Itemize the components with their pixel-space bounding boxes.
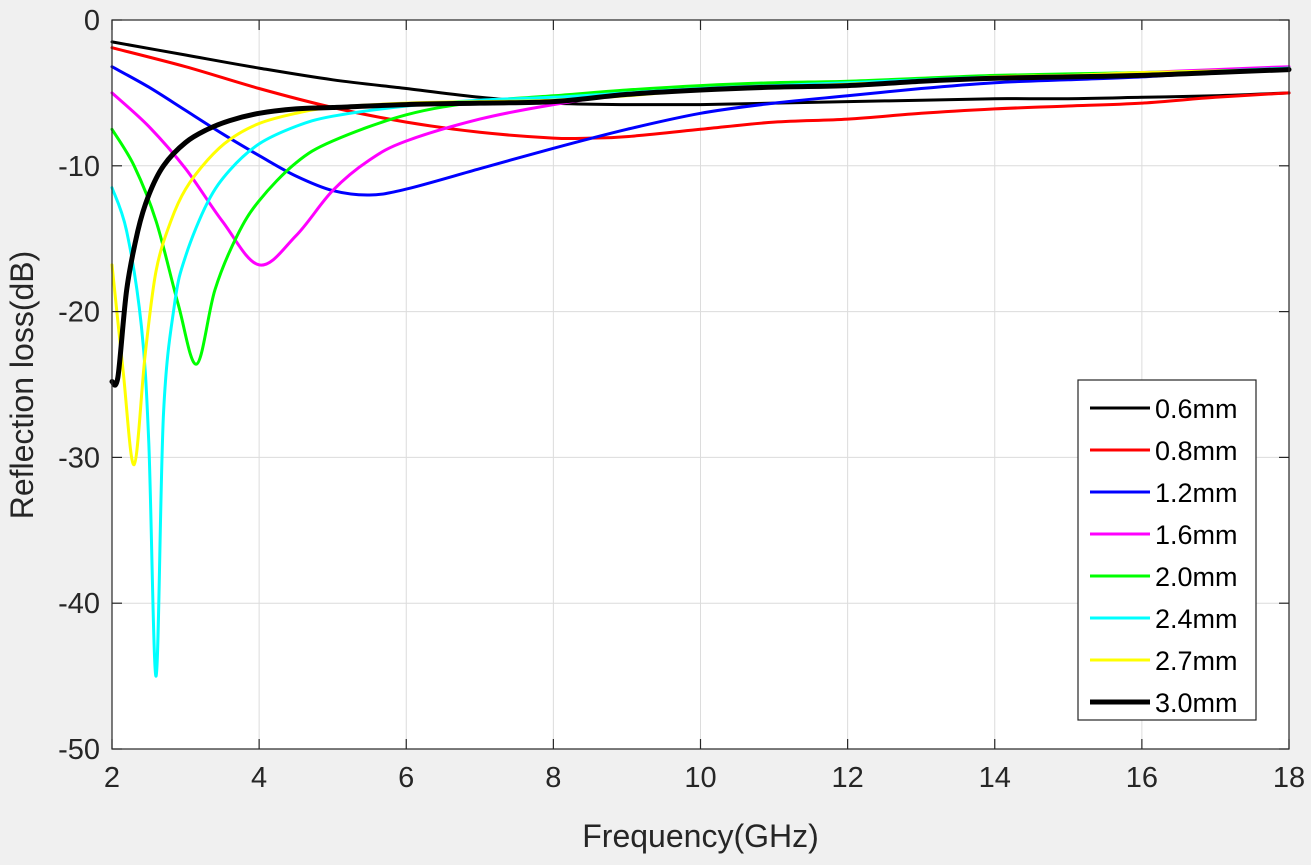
x-tick-label: 18 bbox=[1273, 762, 1305, 794]
x-tick-label: 2 bbox=[104, 762, 120, 794]
legend-box bbox=[1077, 379, 1257, 721]
legend-label: 1.6mm bbox=[1155, 520, 1238, 550]
legend-label: 2.0mm bbox=[1155, 562, 1238, 592]
y-tick-label: -20 bbox=[58, 297, 100, 329]
legend-label: 3.0mm bbox=[1155, 688, 1238, 718]
y-tick-label: -50 bbox=[58, 734, 100, 766]
legend-label: 2.4mm bbox=[1155, 604, 1238, 634]
x-tick-label: 6 bbox=[398, 762, 414, 794]
axis-ticks: 2 4 6 8 10 12 14 16 18 0 -10 -20 -30 -40 -50 bbox=[58, 5, 1305, 794]
x-tick-label: 12 bbox=[831, 762, 863, 794]
legend-label: 0.8mm bbox=[1155, 436, 1238, 466]
x-tick-label: 16 bbox=[1126, 762, 1158, 794]
series-line-0-6mm bbox=[110, 40, 1291, 107]
legend-label: 0.6mm bbox=[1155, 394, 1238, 424]
x-tick-label: 8 bbox=[545, 762, 561, 794]
y-tick-label: -30 bbox=[58, 442, 100, 474]
y-tick-label: -10 bbox=[58, 151, 100, 183]
x-tick-label: 14 bbox=[979, 762, 1011, 794]
y-tick-label: -40 bbox=[58, 588, 100, 620]
legend: 0.6mm 0.8mm 1.2mm 1.6mm 2.0mm 2.4mm 2.7mm 3.0mm bbox=[1077, 379, 1257, 721]
legend-label: 1.2mm bbox=[1155, 478, 1238, 508]
series-line-0-8mm bbox=[110, 46, 1291, 141]
x-tick-label: 10 bbox=[684, 762, 716, 794]
legend-label: 2.7mm bbox=[1155, 646, 1238, 676]
y-tick-label: 0 bbox=[84, 5, 100, 37]
series-line-1-2mm bbox=[110, 65, 1291, 197]
series-layer bbox=[109, 40, 1292, 678]
y-axis-label: Reflection loss(dB) bbox=[4, 251, 40, 520]
x-axis-label: Frequency(GHz) bbox=[582, 818, 819, 854]
series-line-3-0mm bbox=[109, 67, 1292, 388]
x-tick-label: 4 bbox=[251, 762, 267, 794]
